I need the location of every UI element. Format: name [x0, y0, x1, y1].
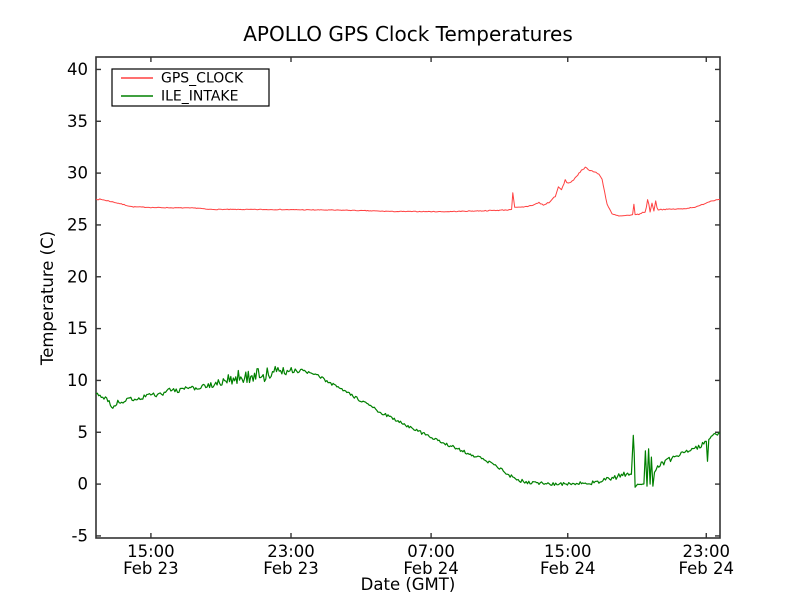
y-tick-label: 5	[78, 423, 89, 442]
x-axis-label: Date (GMT)	[361, 575, 456, 594]
x-tick-time: 15:00	[544, 542, 592, 561]
y-tick-label: 15	[67, 319, 88, 338]
x-tick-date: Feb 24	[679, 559, 734, 578]
x-tick-time: 07:00	[407, 542, 455, 561]
axes-spines	[95, 56, 721, 539]
chart-title: APOLLO GPS Clock Temperatures	[243, 22, 573, 46]
y-tick-label: 20	[67, 267, 88, 286]
x-tick-time: 15:00	[127, 542, 175, 561]
y-tick-label: 35	[67, 112, 88, 131]
legend-label-ile_intake: ILE_INTAKE	[161, 89, 238, 105]
x-tick-date: Feb 24	[540, 559, 595, 578]
y-axis-label: Temperature (C)	[38, 231, 57, 366]
y-tick-label: -5	[72, 526, 88, 545]
y-ticks: 40 35 30 25 20 15 10 5 0 -5	[67, 60, 720, 545]
series-ile_intake	[95, 365, 721, 488]
y-tick-label: 30	[67, 164, 88, 183]
y-tick-label: 25	[67, 215, 88, 234]
y-tick-label: 40	[67, 60, 88, 79]
series-gps_clock	[95, 166, 721, 217]
legend: GPS_CLOCK ILE_INTAKE	[111, 68, 270, 107]
y-tick-label: 10	[67, 371, 88, 390]
y-tick-label: 0	[78, 475, 89, 494]
legend-label-gps_clock: GPS_CLOCK	[161, 71, 244, 87]
x-tick-date: Feb 24	[403, 559, 458, 578]
x-tick-time: 23:00	[682, 542, 730, 561]
x-tick-date: Feb 23	[123, 559, 178, 578]
x-tick-date: Feb 23	[263, 559, 318, 578]
legend-box	[111, 68, 270, 107]
x-tick-time: 23:00	[267, 542, 315, 561]
